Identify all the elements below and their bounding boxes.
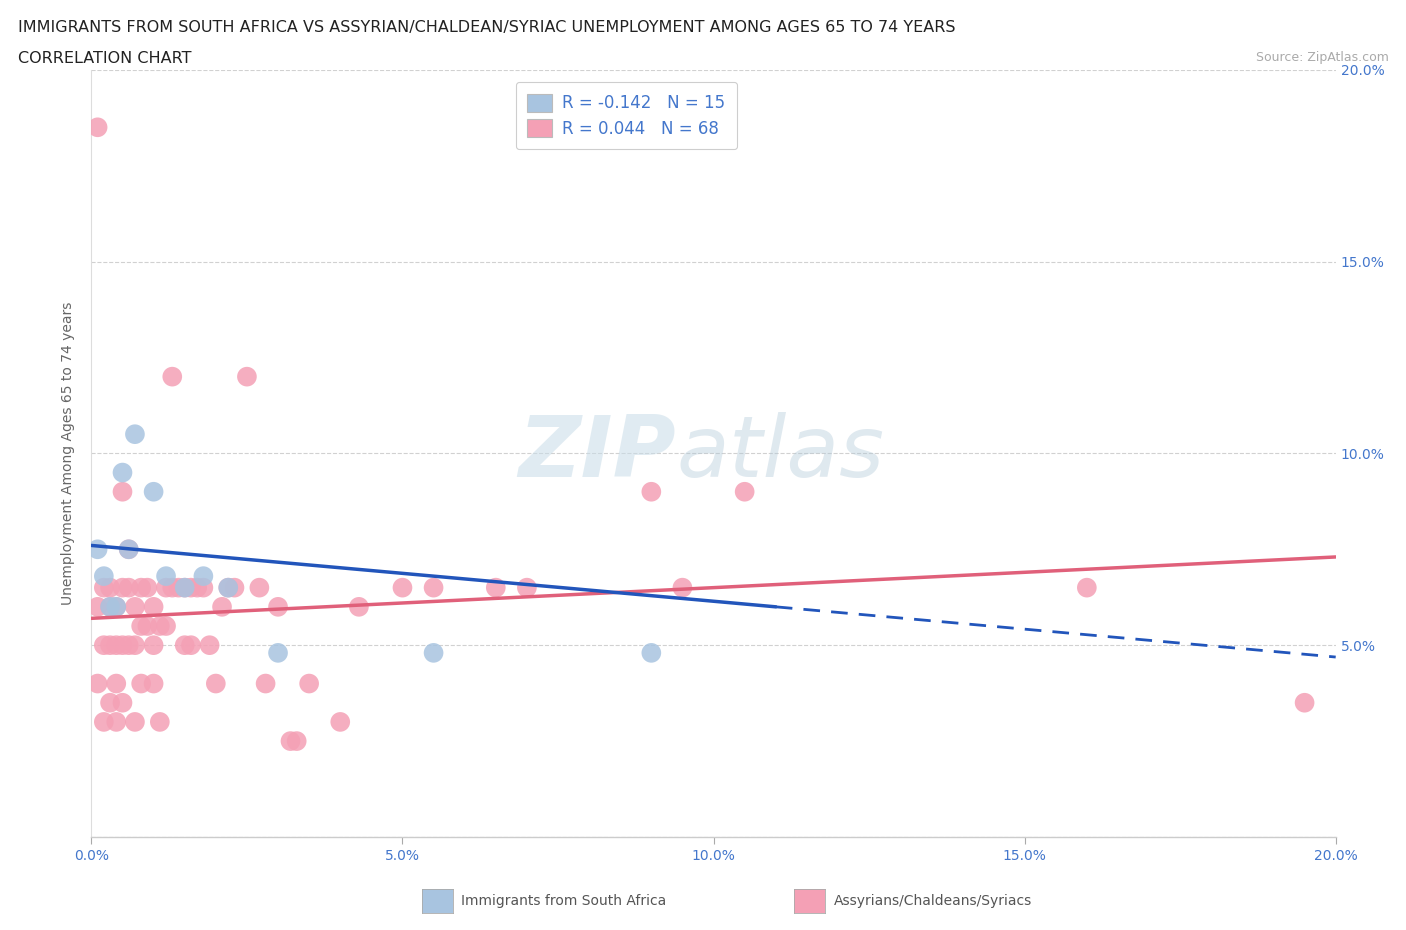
- Point: [640, 485, 662, 499]
- Point: [118, 580, 141, 595]
- Point: [162, 369, 184, 384]
- Point: [267, 645, 290, 660]
- Point: [105, 676, 128, 691]
- Point: [111, 638, 134, 653]
- Point: [211, 600, 233, 615]
- Point: [86, 120, 108, 135]
- Point: [347, 600, 370, 615]
- Point: [98, 696, 121, 711]
- Text: ZIP: ZIP: [519, 412, 676, 495]
- Point: [129, 580, 152, 595]
- Text: Assyrians/Chaldeans/Syriacs: Assyrians/Chaldeans/Syriacs: [834, 894, 1032, 909]
- Point: [142, 676, 165, 691]
- Point: [155, 580, 177, 595]
- Point: [155, 618, 177, 633]
- Point: [142, 638, 165, 653]
- Point: [142, 485, 165, 499]
- Point: [205, 676, 228, 691]
- Point: [267, 600, 290, 615]
- Point: [193, 569, 215, 584]
- Point: [111, 580, 134, 595]
- Point: [124, 714, 146, 729]
- Point: [254, 676, 277, 691]
- Text: atlas: atlas: [676, 412, 884, 495]
- Point: [93, 714, 115, 729]
- Point: [105, 600, 128, 615]
- Point: [391, 580, 413, 595]
- Point: [111, 465, 134, 480]
- Point: [124, 427, 146, 442]
- Point: [86, 542, 108, 557]
- Point: [149, 618, 172, 633]
- Point: [280, 734, 302, 749]
- Point: [671, 580, 693, 595]
- Point: [285, 734, 308, 749]
- Point: [98, 580, 121, 595]
- Point: [105, 638, 128, 653]
- Point: [516, 580, 538, 595]
- Point: [1076, 580, 1098, 595]
- Point: [298, 676, 321, 691]
- Point: [105, 600, 128, 615]
- Text: Source: ZipAtlas.com: Source: ZipAtlas.com: [1256, 51, 1389, 64]
- Legend: R = -0.142   N = 15, R = 0.044   N = 68: R = -0.142 N = 15, R = 0.044 N = 68: [516, 82, 737, 149]
- Point: [124, 638, 146, 653]
- Point: [111, 485, 134, 499]
- Text: Immigrants from South Africa: Immigrants from South Africa: [461, 894, 666, 909]
- Point: [640, 645, 662, 660]
- Point: [173, 580, 195, 595]
- Point: [217, 580, 239, 595]
- Point: [167, 580, 190, 595]
- Point: [485, 580, 508, 595]
- Point: [93, 638, 115, 653]
- Point: [193, 580, 215, 595]
- Point: [186, 580, 208, 595]
- Text: CORRELATION CHART: CORRELATION CHART: [18, 51, 191, 66]
- Point: [173, 580, 195, 595]
- Point: [422, 580, 444, 595]
- Point: [329, 714, 352, 729]
- Point: [180, 638, 202, 653]
- Point: [155, 569, 177, 584]
- Point: [224, 580, 246, 595]
- Point: [86, 676, 108, 691]
- Point: [129, 676, 152, 691]
- Point: [142, 600, 165, 615]
- Point: [247, 580, 270, 595]
- Point: [93, 580, 115, 595]
- Point: [217, 580, 239, 595]
- Point: [98, 600, 121, 615]
- Point: [93, 569, 115, 584]
- Y-axis label: Unemployment Among Ages 65 to 74 years: Unemployment Among Ages 65 to 74 years: [62, 301, 76, 605]
- Point: [111, 696, 134, 711]
- Point: [118, 542, 141, 557]
- Point: [136, 618, 159, 633]
- Point: [129, 618, 152, 633]
- Point: [422, 645, 444, 660]
- Point: [118, 542, 141, 557]
- Point: [180, 580, 202, 595]
- Point: [136, 580, 159, 595]
- Point: [98, 638, 121, 653]
- Point: [118, 638, 141, 653]
- Point: [162, 580, 184, 595]
- Point: [124, 600, 146, 615]
- Point: [1294, 696, 1316, 711]
- Point: [198, 638, 221, 653]
- Point: [98, 600, 121, 615]
- Point: [86, 600, 108, 615]
- Point: [236, 369, 259, 384]
- Text: IMMIGRANTS FROM SOUTH AFRICA VS ASSYRIAN/CHALDEAN/SYRIAC UNEMPLOYMENT AMONG AGES: IMMIGRANTS FROM SOUTH AFRICA VS ASSYRIAN…: [18, 20, 956, 35]
- Point: [173, 638, 195, 653]
- Point: [105, 714, 128, 729]
- Point: [734, 485, 756, 499]
- Point: [149, 714, 172, 729]
